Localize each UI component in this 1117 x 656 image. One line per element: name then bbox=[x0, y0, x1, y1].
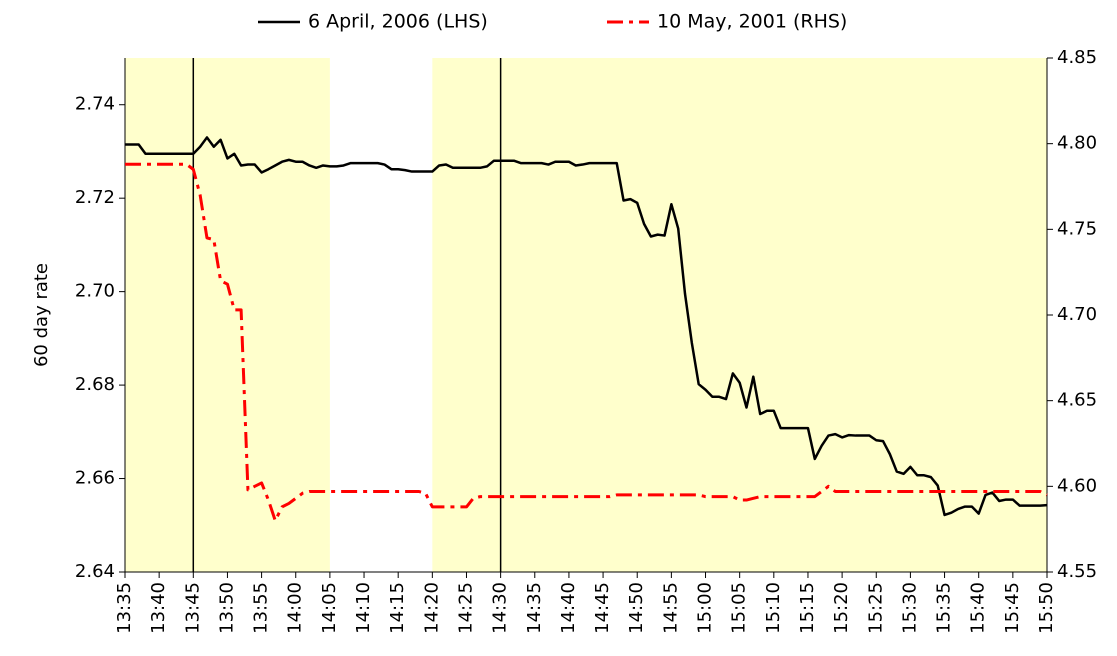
x-tick-label: 14:25 bbox=[455, 582, 476, 634]
x-tick-label: 14:05 bbox=[319, 582, 340, 634]
x-tick-label: 15:20 bbox=[831, 582, 852, 634]
x-tick-label: 14:15 bbox=[387, 582, 408, 634]
y2-tick-label: 4.60 bbox=[1057, 475, 1097, 496]
x-tick-label: 15:00 bbox=[695, 582, 716, 634]
y-tick-label: 2.64 bbox=[75, 561, 115, 582]
x-tick-label: 15:50 bbox=[1036, 582, 1057, 634]
y-tick-label: 2.72 bbox=[75, 187, 115, 208]
y2-tick-label: 4.80 bbox=[1057, 133, 1097, 154]
x-tick-label: 13:35 bbox=[114, 582, 135, 634]
x-tick-label: 14:20 bbox=[421, 582, 442, 634]
y2-tick-label: 4.85 bbox=[1057, 47, 1097, 68]
x-tick-label: 14:10 bbox=[353, 582, 374, 634]
shaded-range bbox=[125, 58, 330, 572]
series-line bbox=[125, 136, 1048, 517]
y2-tick-label: 4.75 bbox=[1057, 218, 1097, 239]
x-tick-label: 15:05 bbox=[729, 582, 750, 634]
y-tick-label: 2.66 bbox=[75, 468, 115, 489]
y2-tick-label: 4.65 bbox=[1057, 390, 1097, 411]
legend-label: 10 May, 2001 (RHS) bbox=[657, 11, 847, 33]
x-tick-label: 13:45 bbox=[182, 582, 203, 634]
y-axis-label: 60 day rate bbox=[31, 263, 52, 367]
x-tick-label: 13:40 bbox=[148, 582, 169, 634]
x-tick-label: 15:40 bbox=[968, 582, 989, 634]
x-tick-label: 15:15 bbox=[797, 582, 818, 634]
x-tick-label: 15:45 bbox=[1002, 582, 1023, 634]
shaded-range bbox=[432, 58, 1047, 572]
y2-tick-label: 4.70 bbox=[1057, 304, 1097, 325]
series-line bbox=[125, 162, 1048, 523]
y-tick-label: 2.74 bbox=[75, 94, 115, 115]
legend-label: 6 April, 2006 (LHS) bbox=[308, 11, 488, 33]
x-tick-label: 14:40 bbox=[558, 582, 579, 634]
x-tick-label: 14:00 bbox=[285, 582, 306, 634]
y2-tick-label: 4.55 bbox=[1057, 561, 1097, 582]
x-tick-label: 13:50 bbox=[216, 582, 237, 634]
x-tick-label: 15:30 bbox=[899, 582, 920, 634]
x-tick-label: 14:50 bbox=[626, 582, 647, 634]
x-tick-label: 15:35 bbox=[934, 582, 955, 634]
x-tick-label: 15:25 bbox=[865, 582, 886, 634]
x-tick-label: 15:10 bbox=[763, 582, 784, 634]
x-tick-label: 13:55 bbox=[251, 582, 272, 634]
y-tick-label: 2.70 bbox=[75, 281, 115, 302]
x-tick-label: 14:45 bbox=[592, 582, 613, 634]
y-tick-label: 2.68 bbox=[75, 374, 115, 395]
x-tick-label: 14:55 bbox=[660, 582, 681, 634]
x-tick-label: 14:30 bbox=[490, 582, 511, 634]
x-tick-label: 14:35 bbox=[524, 582, 545, 634]
